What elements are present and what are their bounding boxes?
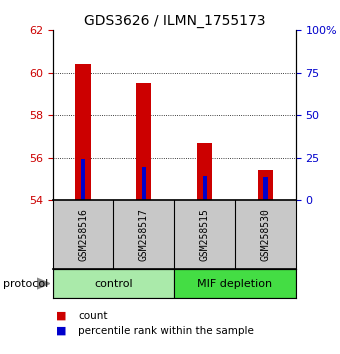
Text: count: count xyxy=(78,311,108,321)
Text: GSM258530: GSM258530 xyxy=(260,208,270,261)
Text: MIF depletion: MIF depletion xyxy=(198,279,273,289)
Bar xyxy=(197,143,212,200)
Bar xyxy=(258,170,273,200)
Polygon shape xyxy=(37,278,50,289)
Text: GSM258516: GSM258516 xyxy=(78,208,88,261)
Text: ■: ■ xyxy=(56,311,67,321)
Bar xyxy=(53,269,174,298)
Bar xyxy=(263,177,268,200)
Text: percentile rank within the sample: percentile rank within the sample xyxy=(78,326,254,336)
Text: GSM258515: GSM258515 xyxy=(200,208,210,261)
Text: control: control xyxy=(94,279,133,289)
Bar xyxy=(174,269,296,298)
Bar xyxy=(81,159,85,200)
Bar xyxy=(203,176,207,200)
Bar xyxy=(75,64,91,200)
Text: ■: ■ xyxy=(56,326,67,336)
Text: GSM258517: GSM258517 xyxy=(139,208,149,261)
Bar xyxy=(142,167,146,200)
Text: protocol: protocol xyxy=(3,279,49,289)
Title: GDS3626 / ILMN_1755173: GDS3626 / ILMN_1755173 xyxy=(84,14,265,28)
Bar xyxy=(136,83,151,200)
